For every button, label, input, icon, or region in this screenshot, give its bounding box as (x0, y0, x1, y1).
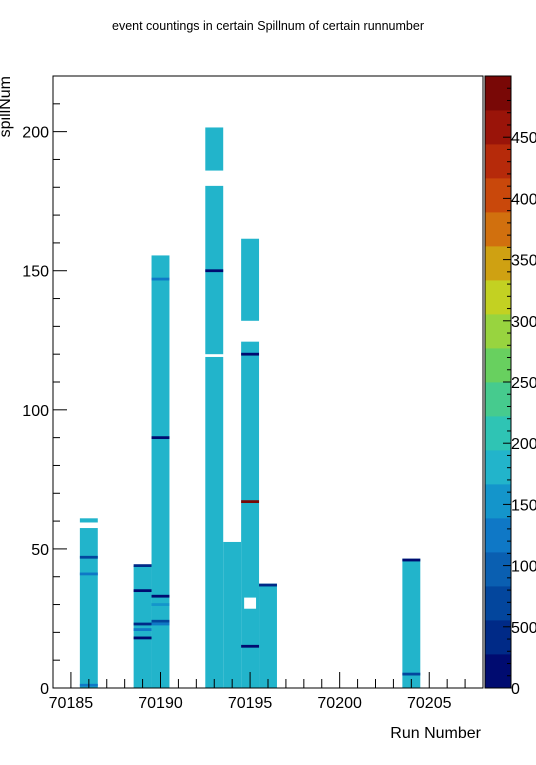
palette-swatch (485, 212, 511, 247)
palette-swatch (485, 450, 511, 485)
heatmap-cell (79, 518, 98, 523)
heatmap-cell (133, 589, 152, 593)
heatmap-cell (133, 636, 152, 640)
heatmap-cell (259, 583, 277, 587)
palette-swatch (485, 518, 511, 553)
palette-tick-label: 2000 (511, 436, 536, 453)
y-tick-label: 200 (22, 125, 49, 142)
palette-swatch (485, 110, 511, 145)
palette-swatch (485, 552, 511, 587)
palette-swatch (485, 246, 511, 281)
palette-swatch (485, 178, 511, 213)
heatmap-cell (133, 565, 152, 688)
palette-tick-label: 1000 (511, 559, 536, 576)
heatmap-cell (79, 572, 98, 576)
heatmap-cell (241, 500, 260, 504)
chart-title: event countings in certain Spillnum of c… (112, 19, 424, 33)
x-tick-label: 70190 (138, 695, 183, 712)
palette-tick-label: 0 (511, 681, 520, 698)
heatmap-cell (259, 583, 277, 688)
palette-swatch (485, 348, 511, 383)
y-axis: 0 50 100 150 200 (22, 75, 67, 698)
palette-swatch (485, 416, 511, 451)
y-tick-label: 100 (22, 403, 49, 420)
x-tick-label: 70185 (49, 695, 94, 712)
palette-swatch (485, 144, 511, 179)
heatmap-cell (151, 603, 170, 606)
heatmap-cell (223, 541, 242, 688)
palette-swatch (485, 484, 511, 519)
y-axis-label: spillNum (0, 76, 14, 137)
heatmap-cell (151, 622, 170, 626)
heatmap-cell (205, 127, 224, 171)
heatmap-cell (241, 644, 260, 648)
x-tick-label: 70205 (407, 695, 452, 712)
heatmap-cell (133, 628, 152, 631)
palette-tick-label: 1500 (511, 497, 536, 514)
palette-tick-label: 4500 (511, 130, 536, 147)
palette-tick-label: 3500 (511, 253, 536, 270)
heatmap-cell (402, 672, 421, 676)
cells-layer (79, 127, 421, 688)
y-tick-label: 0 (40, 681, 49, 698)
heatmap-cell (151, 277, 170, 281)
heatmap-cell (79, 555, 98, 559)
heatmap-cell (241, 352, 260, 356)
heatmap-cell (133, 622, 152, 626)
color-palette: 0 500 1000 1500 2000 2500 3000 3500 4000 4500 (484, 75, 536, 698)
heatmap-cell (151, 255, 170, 688)
palette-swatch (485, 382, 511, 417)
x-tick-label: 70200 (317, 695, 362, 712)
palette-swatch (485, 76, 511, 111)
heatmap-cell (241, 238, 260, 321)
x-tick-label: 70195 (228, 695, 273, 712)
y-tick-label: 50 (31, 542, 49, 559)
heatmap-cell (79, 528, 98, 688)
palette-swatch (485, 620, 511, 655)
x-axis: 70185 70190 70195 70200 70205 (49, 672, 484, 712)
palette-tick-label: 500 (511, 620, 536, 637)
heatmap-cell (151, 594, 170, 598)
palette-swatch (485, 280, 511, 315)
palette-swatch (485, 314, 511, 349)
heatmap-cell (133, 564, 152, 567)
palette-swatch (485, 654, 511, 689)
palette-tick-label: 3000 (511, 314, 536, 331)
heatmap-cell (151, 436, 170, 440)
palette-tick-label: 4000 (511, 191, 536, 208)
heatmap-cell (402, 558, 421, 562)
x-axis-label: Run Number (390, 725, 481, 742)
palette-tick-label: 2500 (511, 375, 536, 392)
heatmap-cell (205, 356, 224, 688)
heatmap-cell (241, 341, 260, 688)
y-tick-label: 150 (22, 264, 49, 281)
heatmap-cell (402, 558, 421, 688)
heatmap-cell (151, 619, 170, 623)
heatmap-cell (205, 269, 224, 273)
empty-cell (244, 597, 257, 609)
palette-swatch (485, 586, 511, 621)
